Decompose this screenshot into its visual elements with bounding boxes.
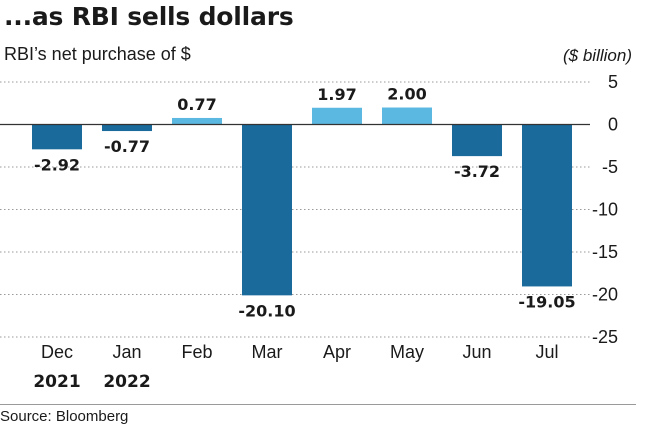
y-tick-label: -15 xyxy=(592,242,618,262)
chart-title: ...as RBI sells dollars xyxy=(4,2,294,31)
x-tick-label: Jun xyxy=(462,342,491,362)
source-divider xyxy=(0,404,636,405)
bar xyxy=(522,124,572,287)
unit-label: ($ billion) xyxy=(563,46,632,65)
x-tick-label: Dec xyxy=(41,342,73,362)
y-tick-label: 5 xyxy=(608,72,618,92)
data-label: 0.77 xyxy=(177,95,216,114)
y-tick-label: -5 xyxy=(602,157,618,177)
y-tick-label: -10 xyxy=(592,200,618,220)
x-tick-label: Jan xyxy=(112,342,141,362)
bar xyxy=(382,107,432,125)
bar xyxy=(312,107,362,125)
data-label: -0.77 xyxy=(104,137,150,156)
x-tick-label: Mar xyxy=(252,342,283,362)
y-tick-label: -20 xyxy=(592,285,618,305)
x-tick-label: Feb xyxy=(181,342,212,362)
bar xyxy=(242,124,292,296)
data-label: 2.00 xyxy=(387,85,426,104)
data-label: -20.10 xyxy=(238,301,295,320)
x-group-label: 2021 xyxy=(33,372,80,392)
x-group-label: 2022 xyxy=(103,372,150,392)
bar xyxy=(32,124,82,150)
chart-subtitle: RBI’s net purchase of $ xyxy=(4,44,191,64)
x-tick-label: Jul xyxy=(535,342,558,362)
bar xyxy=(102,124,152,132)
x-tick-label: Apr xyxy=(323,342,351,362)
bar-chart: 5 0 -5 -10 -15 -20 -25 -2.92 -0.77 0.77 -20.10 1.97… xyxy=(0,72,618,392)
bar xyxy=(172,117,222,125)
y-tick-label: 0 xyxy=(608,115,618,135)
data-label: -19.05 xyxy=(518,292,575,311)
y-tick-label: -25 xyxy=(592,327,618,347)
x-tick-label: May xyxy=(390,342,424,362)
data-label: 1.97 xyxy=(317,85,356,104)
data-label: -2.92 xyxy=(34,155,80,174)
source-note: Source: Bloomberg xyxy=(0,408,129,425)
bar xyxy=(452,124,502,157)
data-label: -3.72 xyxy=(454,162,500,181)
